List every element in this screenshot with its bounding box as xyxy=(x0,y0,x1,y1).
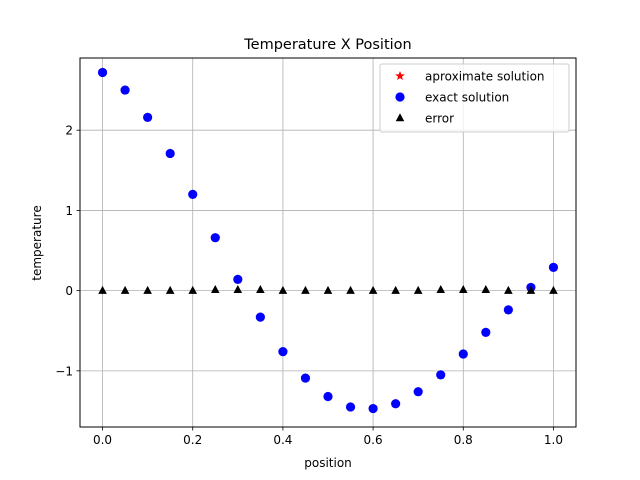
triangle-point xyxy=(143,285,152,294)
x-tick-label: 1.0 xyxy=(544,433,563,447)
circle-point xyxy=(97,67,108,78)
y-axis-label: temperature xyxy=(30,205,44,280)
triangle-point xyxy=(481,285,491,294)
triangle-point xyxy=(120,285,130,294)
triangle-point xyxy=(413,285,423,294)
y-tick-label: 0 xyxy=(65,284,73,298)
triangle-point xyxy=(233,285,243,294)
circle-point xyxy=(188,189,198,199)
triangle-point xyxy=(458,285,468,294)
circle-point xyxy=(233,274,243,284)
circle-point xyxy=(368,403,378,414)
y-axis-ticks: −1 0 1 2 xyxy=(55,124,80,378)
y-tick-label: −1 xyxy=(55,364,73,378)
legend-label: exact solution xyxy=(425,91,509,105)
triangle-point xyxy=(323,285,333,294)
x-axis-ticks: 0.0 0.2 0.4 0.6 0.8 1.0 xyxy=(93,427,563,447)
triangle-point xyxy=(210,285,220,294)
chart-title: Temperature X Position xyxy=(243,37,411,53)
legend-marker-circle xyxy=(395,92,405,102)
circle-point xyxy=(503,305,513,315)
triangle-point xyxy=(504,285,513,294)
triangle-point xyxy=(98,285,107,294)
y-tick-label: 2 xyxy=(65,124,73,138)
triangle-point xyxy=(278,285,288,294)
circle-point xyxy=(481,327,491,337)
circle-point xyxy=(210,233,220,243)
triangle-point xyxy=(368,285,378,294)
x-tick-label: 0.4 xyxy=(273,433,292,447)
circle-point xyxy=(458,349,468,359)
legend-marker-triangle xyxy=(395,113,405,122)
triangle-point xyxy=(256,285,265,294)
circle-point xyxy=(436,370,446,380)
x-tick-label: 0.0 xyxy=(93,433,112,447)
legend-label: error xyxy=(425,112,454,126)
circle-point xyxy=(255,312,265,322)
triangle-point xyxy=(391,285,400,294)
plot-frame xyxy=(79,57,577,428)
x-tick-label: 0.2 xyxy=(183,433,202,447)
circle-point xyxy=(165,148,175,159)
triangle-point xyxy=(188,285,198,294)
x-axis-label: position xyxy=(304,456,352,470)
y-tick-label: 1 xyxy=(65,204,73,218)
x-tick-label: 0.8 xyxy=(454,433,473,447)
legend: aproximate solution exact solution error xyxy=(379,63,570,133)
data-points xyxy=(97,67,559,414)
triangle-point xyxy=(436,285,446,294)
triangle-point xyxy=(549,285,558,294)
circle-point xyxy=(413,387,423,397)
circle-point xyxy=(300,373,311,383)
circle-point xyxy=(345,402,356,412)
circle-point xyxy=(391,399,401,409)
series-triangle xyxy=(98,285,558,294)
circle-point xyxy=(323,391,333,402)
circle-point xyxy=(120,85,130,95)
triangle-point xyxy=(301,285,310,294)
triangle-point xyxy=(346,285,355,294)
triangle-point xyxy=(165,285,175,294)
legend-box xyxy=(379,63,570,133)
legend-marker-star xyxy=(395,71,405,81)
circle-point xyxy=(548,262,559,272)
series-circle xyxy=(97,67,559,414)
triangle-point xyxy=(526,285,536,294)
x-tick-label: 0.6 xyxy=(364,433,383,447)
legend-label: aproximate solution xyxy=(425,70,545,84)
circle-point xyxy=(143,112,153,122)
circle-point xyxy=(278,346,288,357)
